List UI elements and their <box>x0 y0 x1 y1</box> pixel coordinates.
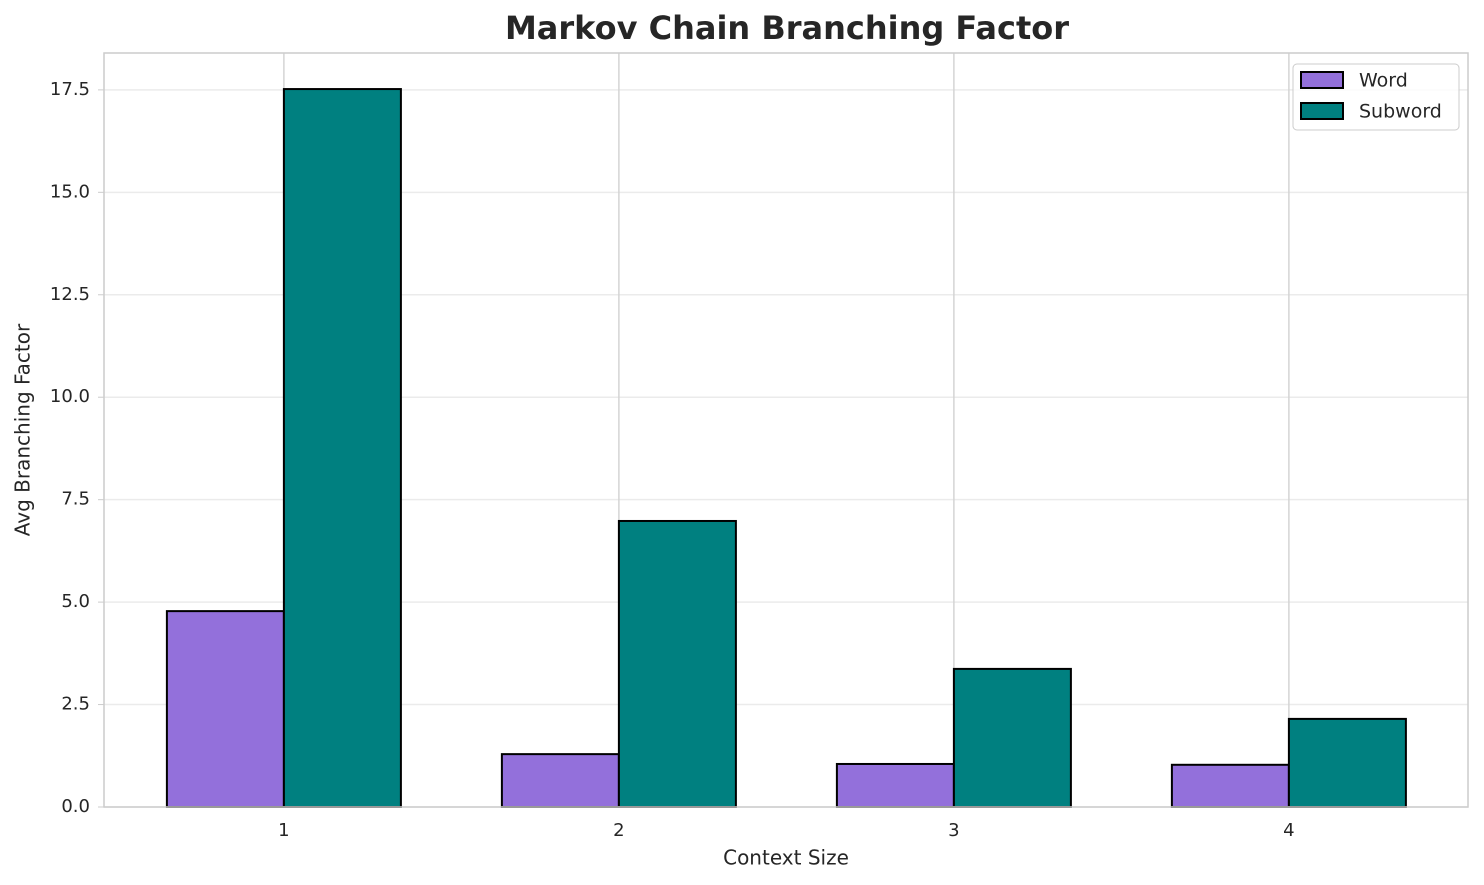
x-axis-label: Context Size <box>723 846 849 870</box>
bar <box>165 610 285 808</box>
y-tick-label: 15.0 <box>50 181 90 202</box>
y-axis-label: Avg Branching Factor <box>11 323 35 536</box>
x-tick-label: 4 <box>1283 820 1294 841</box>
legend-swatch <box>1300 102 1344 120</box>
x-tick-label: 1 <box>278 820 289 841</box>
bar <box>617 519 737 808</box>
legend-label: Word <box>1359 70 1408 92</box>
legend-swatch <box>1300 71 1344 89</box>
bar <box>1287 717 1407 808</box>
y-tick-label: 2.5 <box>61 694 90 715</box>
y-tick-label: 12.5 <box>50 284 90 305</box>
legend-label: Subword <box>1359 101 1442 123</box>
x-tick-label: 3 <box>948 820 959 841</box>
chart-title: Markov Chain Branching Factor <box>505 9 1069 47</box>
y-tick-label: 0.0 <box>61 796 90 817</box>
bar <box>500 753 620 809</box>
y-tick-label: 17.5 <box>50 79 90 100</box>
bar <box>282 88 402 809</box>
y-tick-label: 10.0 <box>50 386 90 407</box>
y-tick-label: 5.0 <box>61 591 90 612</box>
plot-frame <box>103 52 1469 808</box>
x-tick-label: 2 <box>613 820 624 841</box>
bar <box>835 762 955 809</box>
bar <box>952 667 1072 808</box>
bar <box>1170 763 1290 809</box>
y-tick-label: 7.5 <box>61 489 90 510</box>
